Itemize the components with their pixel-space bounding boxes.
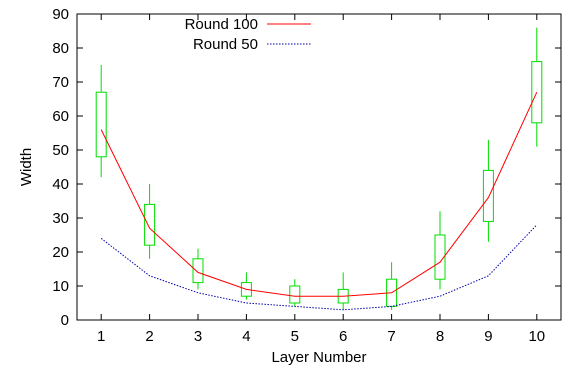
x-tick-label: 2 bbox=[145, 328, 153, 345]
x-tick-label: 10 bbox=[528, 328, 545, 345]
box bbox=[434, 234, 446, 280]
legend-label: Round 50 bbox=[193, 36, 258, 53]
box bbox=[289, 285, 301, 304]
y-tick-label: 40 bbox=[52, 176, 69, 193]
box bbox=[482, 169, 494, 222]
y-axis-title: Width bbox=[18, 148, 35, 186]
y-tick-label: 0 bbox=[61, 312, 69, 329]
y-tick-label: 90 bbox=[52, 6, 69, 23]
series-layer bbox=[100, 91, 538, 311]
series-line bbox=[100, 224, 538, 311]
x-tick-label: 3 bbox=[194, 328, 202, 345]
box bbox=[531, 61, 543, 124]
series-line bbox=[100, 91, 538, 297]
box bbox=[192, 258, 204, 284]
x-tick-label: 8 bbox=[436, 328, 444, 345]
y-tick-label: 60 bbox=[52, 108, 69, 125]
y-tick-label: 50 bbox=[52, 142, 69, 159]
plot-frame bbox=[76, 13, 562, 321]
x-tick-label: 7 bbox=[387, 328, 395, 345]
y-tick-label: 30 bbox=[52, 210, 69, 227]
y-tick-label: 80 bbox=[52, 40, 69, 57]
y-tick-label: 20 bbox=[52, 244, 69, 261]
x-tick-label: 5 bbox=[291, 328, 299, 345]
box bbox=[95, 91, 107, 158]
x-axis-title: Layer Number bbox=[271, 349, 366, 366]
x-tick-label: 1 bbox=[97, 328, 105, 345]
axis-ticks: 1 2 3 4 5 6 7 8 9 10 0 10 20 30 40 50 60 70 80 90 bbox=[52, 6, 561, 345]
box bbox=[240, 282, 252, 297]
box bbox=[144, 203, 156, 246]
y-tick-label: 70 bbox=[52, 74, 69, 91]
x-tick-label: 9 bbox=[484, 328, 492, 345]
x-tick-label: 6 bbox=[339, 328, 347, 345]
legend: Round 100 Round 50 bbox=[185, 16, 311, 53]
box-whisker-layer bbox=[95, 27, 543, 310]
legend-label: Round 100 bbox=[185, 16, 258, 33]
y-tick-label: 10 bbox=[52, 278, 69, 295]
x-tick-label: 4 bbox=[242, 328, 250, 345]
